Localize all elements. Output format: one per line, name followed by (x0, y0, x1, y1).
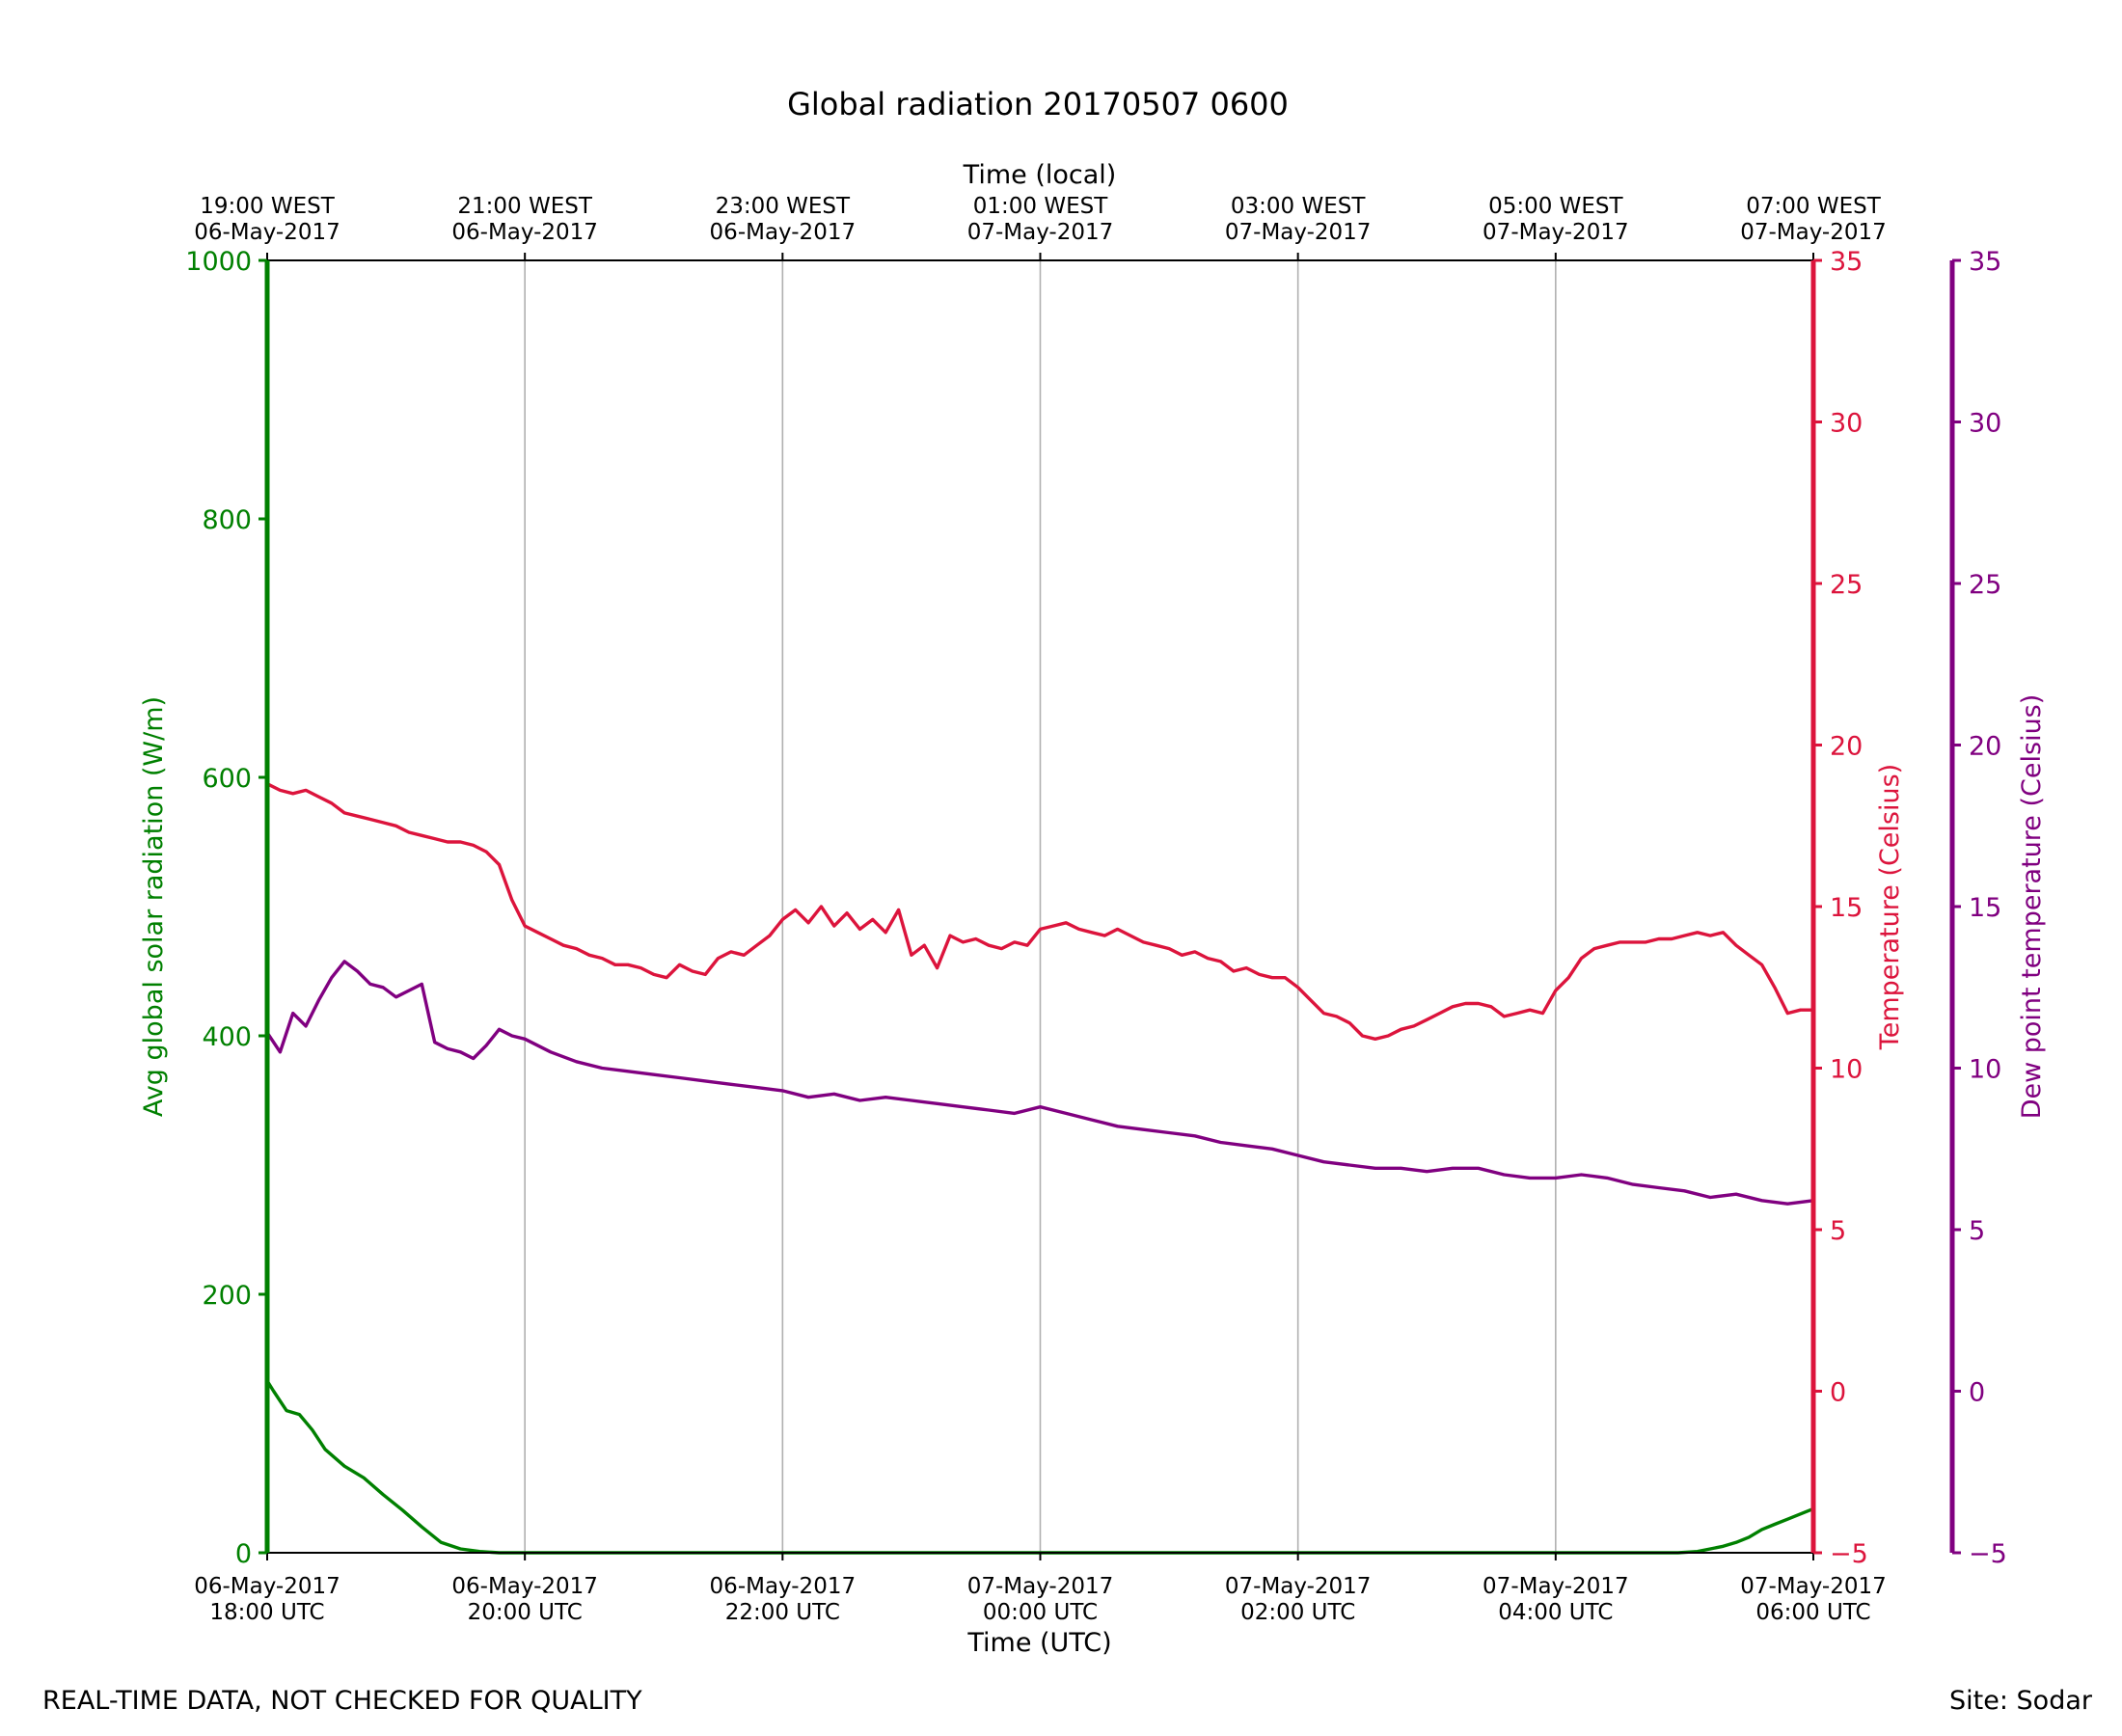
temperature-tick-label: 20 (1830, 732, 1863, 762)
x-tick-label: 06-May-2017 (194, 1574, 340, 1599)
x-tick-label: 18:00 UTC (209, 1600, 324, 1625)
x-top-tick-label: 05:00 WEST (1488, 194, 1623, 219)
x-tick-label: 22:00 UTC (725, 1600, 840, 1625)
radiation-tick-label: 0 (235, 1539, 252, 1569)
dewpoint-tick-label: 20 (1969, 732, 2001, 762)
chart-title: Global radiation 20170507 0600 (787, 86, 1289, 122)
radiation-tick-label: 600 (202, 764, 252, 794)
temperature-tick-label: 25 (1830, 570, 1863, 600)
x-tick-label: 06:00 UTC (1755, 1600, 1870, 1625)
x-top-tick-label: 23:00 WEST (716, 194, 851, 219)
x-tick-label: 06-May-2017 (451, 1574, 598, 1599)
temperature-tick-label: 10 (1830, 1055, 1863, 1085)
series-line-temperature (265, 782, 1815, 1042)
dewpoint-tick-label: 25 (1969, 570, 2001, 600)
temperature-tick-label: 5 (1830, 1216, 1846, 1246)
x-tick-label: 07-May-2017 (967, 1574, 1114, 1599)
site-label: Site: Sodar (1949, 1686, 2092, 1716)
quality-disclaimer: REAL-TIME DATA, NOT CHECKED FOR QUALITY (42, 1686, 642, 1716)
radiation-tick-label: 800 (202, 505, 252, 535)
x-tick-label: 06-May-2017 (710, 1574, 857, 1599)
x-top-tick-label: 03:00 WEST (1231, 194, 1366, 219)
x-tick-label: 00:00 UTC (983, 1600, 1098, 1625)
x-top-tick-label: 07:00 WEST (1746, 194, 1881, 219)
temperature-tick-label: 30 (1830, 409, 1863, 439)
x-top-tick-label: 07-May-2017 (1483, 220, 1629, 245)
temperature-tick-label: −5 (1830, 1539, 1868, 1569)
dewpoint-tick-label: 5 (1969, 1216, 1985, 1246)
x-tick-label: 07-May-2017 (1740, 1574, 1887, 1599)
x-top-tick-label: 01:00 WEST (973, 194, 1108, 219)
temperature-tick-label: 35 (1830, 247, 1863, 277)
x-axis-top-label: Time (local) (963, 160, 1117, 190)
dewpoint-tick-label: 35 (1969, 247, 2001, 277)
dewpoint-tick-label: 15 (1969, 893, 2001, 923)
radiation-tick-label: 400 (202, 1022, 252, 1052)
x-top-tick-label: 06-May-2017 (194, 220, 340, 245)
grid-lines (524, 260, 1557, 1553)
x-tick-label: 20:00 UTC (468, 1600, 583, 1625)
x-tick-label: 07-May-2017 (1483, 1574, 1629, 1599)
series-line-dewpoint (265, 960, 1815, 1206)
x-axis-bottom-label: Time (UTC) (966, 1628, 1111, 1658)
x-top-tick-label: 07-May-2017 (1740, 220, 1887, 245)
x-tick-label: 02:00 UTC (1240, 1600, 1355, 1625)
x-top-tick-label: 07-May-2017 (1225, 220, 1372, 245)
temperature-axis-label: Temperature (Celsius) (1875, 764, 1905, 1050)
radiation-tick-label: 1000 (185, 247, 252, 277)
x-tick-label: 04:00 UTC (1498, 1600, 1613, 1625)
x-top-tick-label: 07-May-2017 (967, 220, 1114, 245)
dewpoint-tick-label: 0 (1969, 1378, 1985, 1408)
x-top-tick-label: 19:00 WEST (200, 194, 335, 219)
dewpoint-tick-label: 10 (1969, 1055, 2001, 1085)
dewpoint-axis-label: Dew point temperature (Celsius) (2017, 694, 2047, 1120)
x-top-tick-label: 06-May-2017 (710, 220, 857, 245)
x-tick-label: 07-May-2017 (1225, 1574, 1372, 1599)
dewpoint-tick-label: −5 (1969, 1539, 2007, 1569)
x-top-tick-label: 06-May-2017 (451, 220, 598, 245)
radiation-tick-label: 200 (202, 1281, 252, 1311)
x-top-tick-label: 21:00 WEST (457, 194, 592, 219)
dewpoint-tick-label: 30 (1969, 409, 2001, 439)
radiation-axis-label: Avg global solar radiation (W/m) (139, 696, 169, 1117)
temperature-tick-label: 0 (1830, 1378, 1846, 1408)
temperature-tick-label: 15 (1830, 893, 1863, 923)
